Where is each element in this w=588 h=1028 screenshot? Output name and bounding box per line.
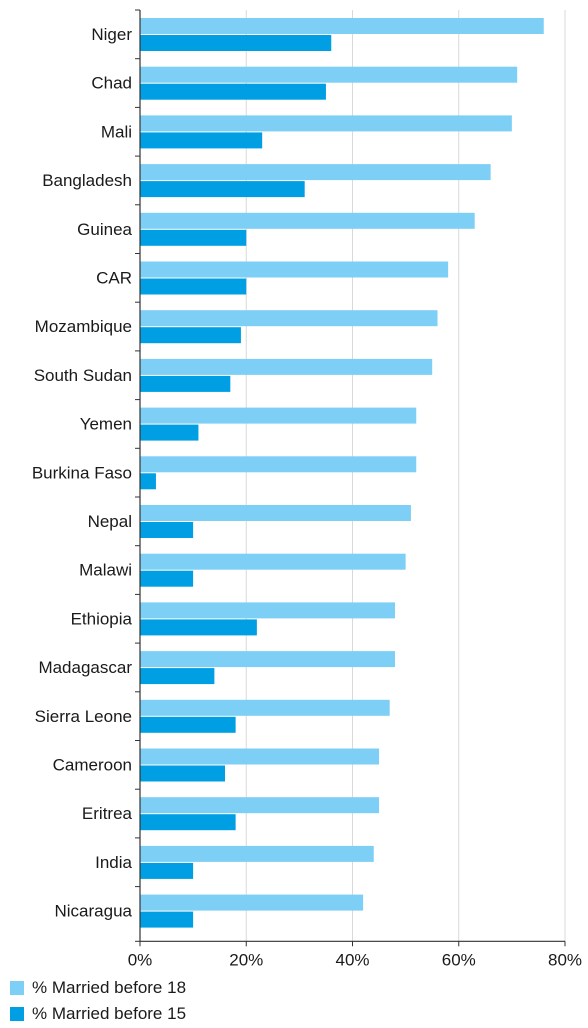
category-label: Eritrea (82, 804, 133, 823)
bar-series-2-ethiopia (140, 619, 257, 636)
category-label: Nepal (88, 512, 132, 531)
category-label: Yemen (80, 415, 132, 434)
category-label: Mozambique (35, 317, 132, 336)
legend-swatch-series-2 (10, 1007, 24, 1021)
bar-series-1-india (140, 845, 374, 862)
bar-series-1-chad (140, 66, 518, 83)
bar-series-2-malawi (140, 570, 194, 587)
category-label: Nicaragua (55, 902, 133, 921)
bar-series-1-nicaragua (140, 894, 364, 911)
legend-label-series-2: % Married before 15 (32, 1004, 187, 1023)
category-label: Niger (91, 25, 132, 44)
bar-series-1-eritrea (140, 797, 380, 814)
bar-series-1-madagascar (140, 651, 395, 668)
legend-item-series-2: % Married before 15 (10, 1002, 186, 1026)
category-label: CAR (96, 269, 132, 288)
bar-series-2-eritrea (140, 814, 236, 831)
bar-series-1-guinea (140, 212, 475, 229)
bar-series-1-cameroon (140, 748, 380, 765)
legend-item-series-1: % Married before 18 (10, 976, 186, 1000)
category-label: India (95, 853, 132, 872)
bar-series-1-nepal (140, 505, 411, 521)
legend: % Married before 18 % Married before 15 (10, 976, 186, 1028)
bar-series-2-madagascar (140, 668, 215, 685)
category-label: Burkina Faso (32, 463, 132, 482)
category-label: Bangladesh (42, 171, 132, 190)
bar-series-2-yemen (140, 424, 199, 441)
bar-series-1-burkina-faso (140, 456, 417, 473)
category-label: Chad (91, 74, 132, 93)
bar-series-1-niger (140, 18, 544, 34)
bar-series-2-nepal (140, 522, 194, 538)
bar-series-2-india (140, 862, 194, 879)
bar-series-2-sierra-leone (140, 716, 236, 733)
x-tick-label: 60% (442, 950, 476, 969)
x-tick-label: 0% (128, 950, 153, 969)
category-label: Cameroon (53, 756, 132, 775)
category-label: Sierra Leone (35, 707, 132, 726)
category-label: Madagascar (38, 658, 132, 677)
legend-label-series-1: % Married before 18 (32, 978, 187, 997)
legend-swatch-series-1 (10, 981, 24, 995)
bar-series-2-guinea (140, 229, 247, 246)
bar-series-2-car (140, 278, 247, 295)
bar-series-2-mozambique (140, 327, 241, 344)
bar-series-2-cameroon (140, 765, 225, 782)
bar-series-1-mali (140, 115, 512, 132)
bar-series-1-yemen (140, 407, 417, 424)
bar-series-1-mozambique (140, 310, 438, 327)
category-label: Malawi (79, 561, 132, 580)
bar-series-2-bangladesh (140, 181, 305, 198)
bar-series-1-south-sudan (140, 358, 433, 375)
x-tick-label: 20% (229, 950, 263, 969)
category-label: Mali (101, 122, 132, 141)
bar-series-2-mali (140, 132, 263, 149)
bar-series-1-malawi (140, 553, 406, 570)
category-label: Guinea (77, 220, 132, 239)
bar-series-1-ethiopia (140, 602, 395, 619)
category-label: Ethiopia (71, 609, 133, 628)
bar-series-1-sierra-leone (140, 699, 390, 716)
bar-series-1-bangladesh (140, 164, 491, 181)
bar-series-2-nicaragua (140, 911, 194, 928)
category-label: South Sudan (34, 366, 132, 385)
x-tick-label: 40% (335, 950, 369, 969)
bar-series-1-car (140, 261, 449, 278)
bar-series-2-south-sudan (140, 375, 231, 392)
bar-series-2-niger (140, 35, 332, 51)
bar-series-2-chad (140, 83, 326, 100)
bar-series-2-burkina-faso (140, 473, 156, 490)
x-tick-label: 80% (548, 950, 582, 969)
bar-chart: Niger Chad Mali Bangladesh Guinea CAR Mozambiq… (32, 9, 582, 969)
